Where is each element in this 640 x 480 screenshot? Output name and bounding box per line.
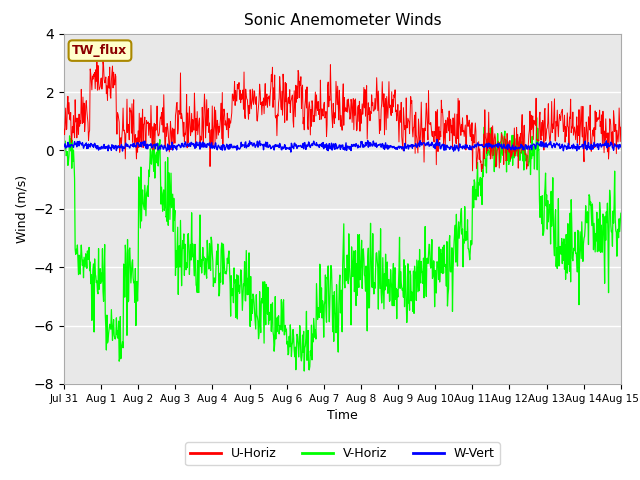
Title: Sonic Anemometer Winds: Sonic Anemometer Winds bbox=[244, 13, 441, 28]
X-axis label: Time: Time bbox=[327, 409, 358, 422]
Text: TW_flux: TW_flux bbox=[72, 44, 127, 57]
Legend: U-Horiz, V-Horiz, W-Vert: U-Horiz, V-Horiz, W-Vert bbox=[185, 443, 500, 465]
Y-axis label: Wind (m/s): Wind (m/s) bbox=[15, 175, 28, 243]
